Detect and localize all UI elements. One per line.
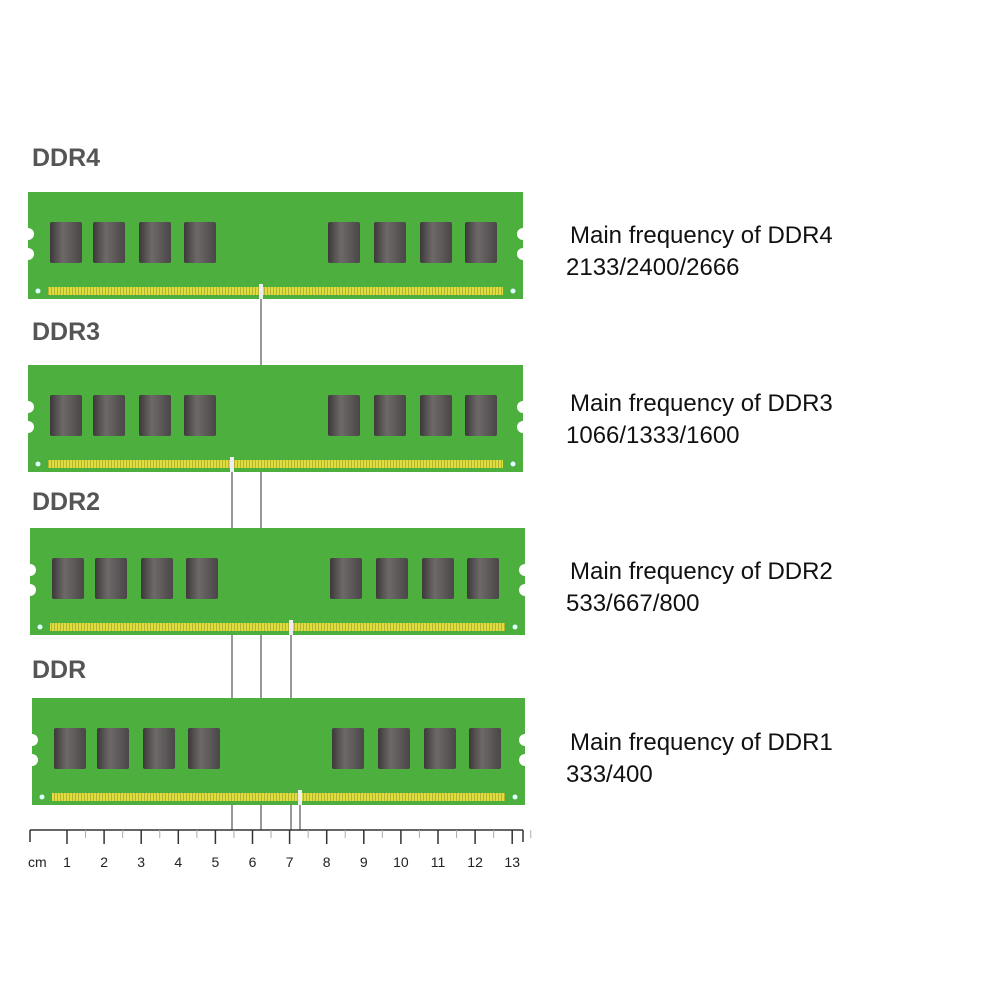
key-notch bbox=[259, 284, 263, 299]
freq-title: Main frequency of DDR4 bbox=[570, 222, 833, 249]
module-label-ddr2: DDR2 bbox=[32, 488, 101, 516]
side-notch bbox=[22, 421, 34, 433]
side-notch bbox=[517, 228, 529, 240]
memory-chip bbox=[374, 222, 406, 263]
memory-chip bbox=[328, 222, 360, 263]
ruler-tick-label: 4 bbox=[174, 854, 182, 870]
side-notch bbox=[517, 401, 529, 413]
side-notch bbox=[519, 734, 531, 746]
module-label-ddr: DDR bbox=[32, 656, 87, 684]
memory-chip bbox=[184, 395, 216, 436]
freq-title: Main frequency of DDR3 bbox=[570, 390, 833, 417]
mount-hole bbox=[35, 288, 41, 294]
memory-chip bbox=[97, 728, 129, 769]
freq-values: 333/400 bbox=[566, 761, 653, 788]
freq-ddr2: Main frequency of DDR2 533/667/800 bbox=[566, 556, 833, 620]
mount-hole bbox=[35, 461, 41, 467]
memory-chip bbox=[188, 728, 220, 769]
memory-chip bbox=[143, 728, 175, 769]
memory-chip bbox=[469, 728, 501, 769]
ruler-tick-label: 10 bbox=[393, 854, 409, 870]
mount-hole bbox=[37, 624, 43, 630]
memory-chip bbox=[93, 222, 125, 263]
side-notch bbox=[22, 401, 34, 413]
ruler-tick-label: 2 bbox=[100, 854, 108, 870]
freq-values: 2133/2400/2666 bbox=[566, 254, 740, 281]
gold-contacts bbox=[48, 287, 503, 295]
memory-chip bbox=[376, 558, 408, 599]
ruler-tick-label: 8 bbox=[323, 854, 331, 870]
ruler-tick-label: 3 bbox=[137, 854, 145, 870]
side-notch bbox=[26, 754, 38, 766]
freq-ddr4: Main frequency of DDR4 2133/2400/2666 bbox=[566, 220, 833, 284]
memory-chip bbox=[420, 395, 452, 436]
key-notch bbox=[298, 790, 302, 805]
memory-chip bbox=[328, 395, 360, 436]
key-notch bbox=[289, 620, 293, 635]
ruler-tick-label: 13 bbox=[504, 854, 520, 870]
mount-hole bbox=[512, 794, 518, 800]
gold-contacts bbox=[48, 460, 503, 468]
mount-hole bbox=[512, 624, 518, 630]
side-notch bbox=[519, 564, 531, 576]
memory-chip bbox=[54, 728, 86, 769]
side-notch bbox=[519, 584, 531, 596]
ruler-tick-label: 11 bbox=[431, 854, 446, 870]
ruler-tick-label: 5 bbox=[212, 854, 220, 870]
memory-chip bbox=[186, 558, 218, 599]
memory-chip bbox=[93, 395, 125, 436]
gold-contacts bbox=[52, 793, 505, 801]
memory-chip bbox=[332, 728, 364, 769]
gold-contacts bbox=[50, 623, 505, 631]
ruler-unit-label: cm bbox=[28, 854, 47, 870]
key-notch bbox=[230, 457, 234, 472]
memory-chip bbox=[141, 558, 173, 599]
mount-hole bbox=[510, 288, 516, 294]
memory-chip bbox=[330, 558, 362, 599]
memory-chip bbox=[50, 395, 82, 436]
module-label-ddr4: DDR4 bbox=[32, 144, 101, 172]
memory-chip bbox=[378, 728, 410, 769]
memory-chip bbox=[467, 558, 499, 599]
memory-chip bbox=[95, 558, 127, 599]
memory-chip bbox=[50, 222, 82, 263]
memory-chip bbox=[52, 558, 84, 599]
memory-chip bbox=[374, 395, 406, 436]
memory-chip bbox=[424, 728, 456, 769]
side-notch bbox=[517, 248, 529, 260]
freq-title: Main frequency of DDR1 bbox=[570, 729, 833, 756]
side-notch bbox=[24, 564, 36, 576]
freq-ddr3: Main frequency of DDR3 1066/1333/1600 bbox=[566, 388, 833, 452]
freq-values: 533/667/800 bbox=[566, 590, 700, 617]
ruler-tick-label: 9 bbox=[360, 854, 368, 870]
ruler-tick-label: 6 bbox=[249, 854, 257, 870]
side-notch bbox=[24, 584, 36, 596]
memory-chip bbox=[139, 222, 171, 263]
memory-chip bbox=[420, 222, 452, 263]
side-notch bbox=[519, 754, 531, 766]
side-notch bbox=[22, 248, 34, 260]
memory-chip bbox=[139, 395, 171, 436]
mount-hole bbox=[39, 794, 45, 800]
ruler-tick-label: 7 bbox=[286, 854, 294, 870]
module-label-ddr3: DDR3 bbox=[32, 318, 101, 346]
memory-chip bbox=[465, 395, 497, 436]
freq-title: Main frequency of DDR2 bbox=[570, 558, 833, 585]
side-notch bbox=[22, 228, 34, 240]
memory-chip bbox=[422, 558, 454, 599]
memory-chip bbox=[465, 222, 497, 263]
ruler-tick-label: 12 bbox=[467, 854, 483, 870]
side-notch bbox=[517, 421, 529, 433]
side-notch bbox=[26, 734, 38, 746]
memory-chip bbox=[184, 222, 216, 263]
ruler-tick-label: 1 bbox=[63, 854, 71, 870]
freq-values: 1066/1333/1600 bbox=[566, 422, 740, 449]
mount-hole bbox=[510, 461, 516, 467]
freq-ddr: Main frequency of DDR1 333/400 bbox=[566, 727, 833, 791]
